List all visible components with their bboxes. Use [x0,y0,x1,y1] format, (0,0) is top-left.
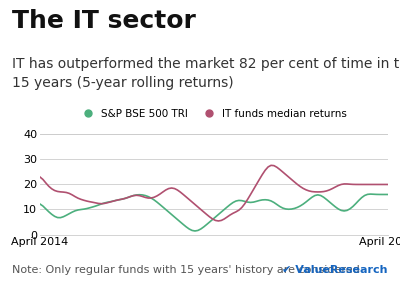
Text: The IT sector: The IT sector [12,9,196,33]
Text: ✔ ValueResearch: ✔ ValueResearch [282,265,388,275]
Text: Note: Only regular funds with 15 years' history are considered: Note: Only regular funds with 15 years' … [12,265,360,275]
Text: IT has outperformed the market 82 per cent of time in the last
15 years (5-year : IT has outperformed the market 82 per ce… [12,57,400,90]
Legend: S&P BSE 500 TRI, IT funds median returns: S&P BSE 500 TRI, IT funds median returns [73,105,352,123]
